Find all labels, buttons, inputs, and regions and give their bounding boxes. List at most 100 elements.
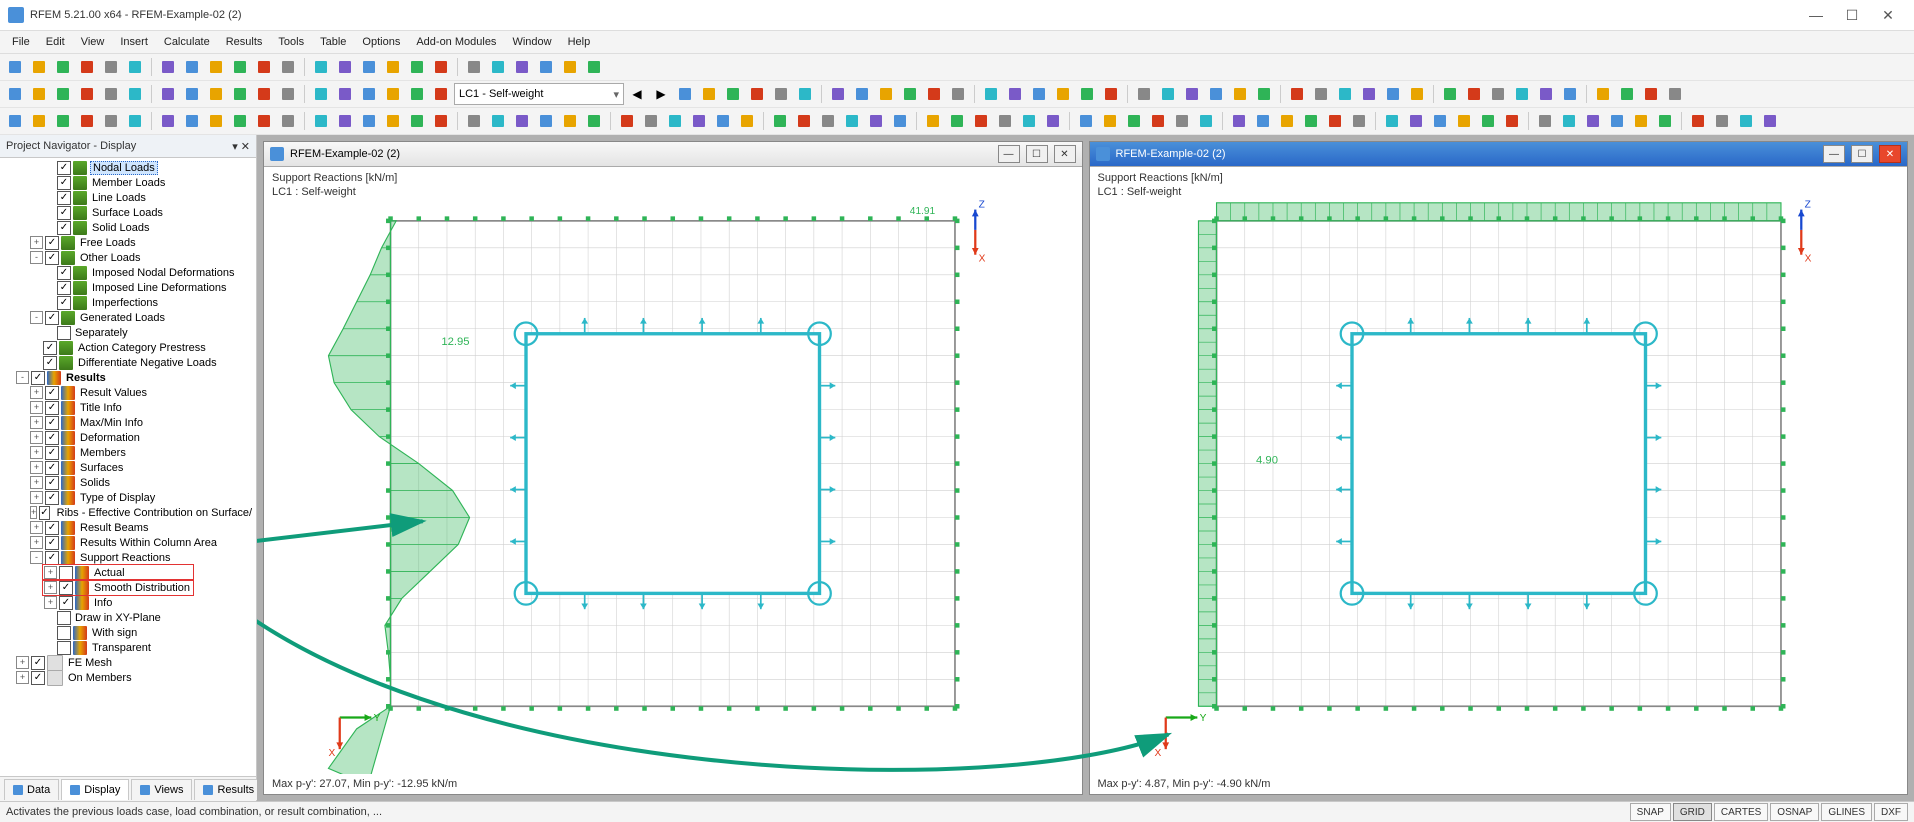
toolbar-button[interactable] (1229, 83, 1251, 105)
toolbar-button[interactable] (1582, 110, 1604, 132)
navigator-tree[interactable]: Nodal LoadsMember LoadsLine LoadsSurface… (0, 158, 256, 776)
tree-node[interactable]: +Type of Display (2, 490, 254, 505)
menu-edit[interactable]: Edit (38, 34, 73, 50)
toolbar-button[interactable] (310, 83, 332, 105)
toolbar-button[interactable] (947, 83, 969, 105)
menu-table[interactable]: Table (312, 34, 354, 50)
toolbar-button[interactable] (1123, 110, 1145, 132)
tree-node[interactable]: Transparent (2, 640, 254, 655)
toolbar-button[interactable] (406, 83, 428, 105)
tree-checkbox[interactable] (45, 386, 59, 400)
toolbar-button[interactable] (28, 110, 50, 132)
tree-checkbox[interactable] (45, 521, 59, 535)
tree-node[interactable]: +Result Values (2, 385, 254, 400)
toolbar-button[interactable] (229, 83, 251, 105)
toolbar-button[interactable] (794, 83, 816, 105)
window-close-button[interactable]: ✕ (1879, 145, 1901, 163)
toolbar-button[interactable] (1324, 110, 1346, 132)
toolbar-button[interactable] (28, 83, 50, 105)
tree-checkbox[interactable] (57, 611, 71, 625)
tree-checkbox[interactable] (57, 161, 71, 175)
toolbar-button[interactable] (1052, 83, 1074, 105)
tree-checkbox[interactable] (45, 491, 59, 505)
tree-node[interactable]: With sign (2, 625, 254, 640)
lc-nav-button[interactable]: ◀ (626, 83, 648, 105)
toolbar-button[interactable] (1147, 110, 1169, 132)
menu-window[interactable]: Window (504, 34, 559, 50)
toolbar-button[interactable] (382, 56, 404, 78)
toolbar-button[interactable] (1534, 110, 1556, 132)
tree-checkbox[interactable] (57, 176, 71, 190)
toolbar-button[interactable] (769, 110, 791, 132)
toolbar-button[interactable] (770, 83, 792, 105)
lc-nav-button[interactable]: ▶ (650, 83, 672, 105)
toolbar-button[interactable] (583, 110, 605, 132)
status-toggle-dxf[interactable]: DXF (1874, 803, 1908, 821)
toolbar-button[interactable] (793, 110, 815, 132)
toolbar-button[interactable] (1205, 83, 1227, 105)
tree-node[interactable]: Draw in XY-Plane (2, 610, 254, 625)
toolbar-button[interactable] (640, 110, 662, 132)
tree-checkbox[interactable] (59, 581, 73, 595)
toolbar-button[interactable] (1664, 83, 1686, 105)
toolbar-button[interactable] (712, 110, 734, 132)
toolbar-button[interactable] (277, 56, 299, 78)
tree-checkbox[interactable] (59, 596, 73, 610)
toolbar-button[interactable] (1100, 83, 1122, 105)
toolbar-button[interactable] (1171, 110, 1193, 132)
toolbar-button[interactable] (1382, 83, 1404, 105)
toolbar-button[interactable] (229, 110, 251, 132)
tree-checkbox[interactable] (45, 251, 59, 265)
toolbar-button[interactable] (559, 110, 581, 132)
toolbar-button[interactable] (688, 110, 710, 132)
tree-checkbox[interactable] (57, 221, 71, 235)
toolbar-button[interactable] (463, 56, 485, 78)
tree-checkbox[interactable] (57, 206, 71, 220)
toolbar-button[interactable] (124, 83, 146, 105)
tree-node[interactable]: Line Loads (2, 190, 254, 205)
toolbar-button[interactable] (1463, 83, 1485, 105)
toolbar-button[interactable] (889, 110, 911, 132)
tree-node[interactable]: +Title Info (2, 400, 254, 415)
tree-checkbox[interactable] (31, 656, 45, 670)
tree-node[interactable]: +Info (2, 595, 254, 610)
toolbar-button[interactable] (229, 56, 251, 78)
toolbar-button[interactable] (1759, 110, 1781, 132)
toolbar-button[interactable] (52, 110, 74, 132)
toolbar-button[interactable] (205, 110, 227, 132)
window-maximize-button[interactable]: ☐ (1851, 145, 1873, 163)
toolbar-button[interactable] (1099, 110, 1121, 132)
tree-checkbox[interactable] (57, 281, 71, 295)
toolbar-button[interactable] (980, 83, 1002, 105)
toolbar-button[interactable] (1511, 83, 1533, 105)
status-toggle-glines[interactable]: GLINES (1821, 803, 1872, 821)
toolbar-button[interactable] (52, 83, 74, 105)
toolbar-button[interactable] (1735, 110, 1757, 132)
status-toggle-snap[interactable]: SNAP (1630, 803, 1671, 821)
toolbar-button[interactable] (1711, 110, 1733, 132)
tree-node[interactable]: +Results Within Column Area (2, 535, 254, 550)
toolbar-button[interactable] (841, 110, 863, 132)
toolbar-button[interactable] (1133, 83, 1155, 105)
toolbar-button[interactable] (1616, 83, 1638, 105)
toolbar-button[interactable] (358, 83, 380, 105)
toolbar-button[interactable] (1429, 110, 1451, 132)
tree-node[interactable]: -Results (2, 370, 254, 385)
tree-node[interactable]: -Generated Loads (2, 310, 254, 325)
toolbar-button[interactable] (1276, 110, 1298, 132)
toolbar-button[interactable] (253, 110, 275, 132)
tree-node[interactable]: +Actual (2, 565, 254, 580)
toolbar-button[interactable] (358, 56, 380, 78)
toolbar-button[interactable] (899, 83, 921, 105)
tree-checkbox[interactable] (57, 326, 71, 340)
tree-node[interactable]: Nodal Loads (2, 160, 254, 175)
toolbar-button[interactable] (994, 110, 1016, 132)
toolbar-button[interactable] (1487, 83, 1509, 105)
toolbar-button[interactable] (1253, 83, 1275, 105)
toolbar-button[interactable] (698, 83, 720, 105)
toolbar-button[interactable] (334, 110, 356, 132)
status-toggle-cartes[interactable]: CARTES (1714, 803, 1768, 821)
tree-node[interactable]: +Solids (2, 475, 254, 490)
toolbar-button[interactable] (4, 83, 26, 105)
nav-tab-data[interactable]: Data (4, 779, 59, 800)
